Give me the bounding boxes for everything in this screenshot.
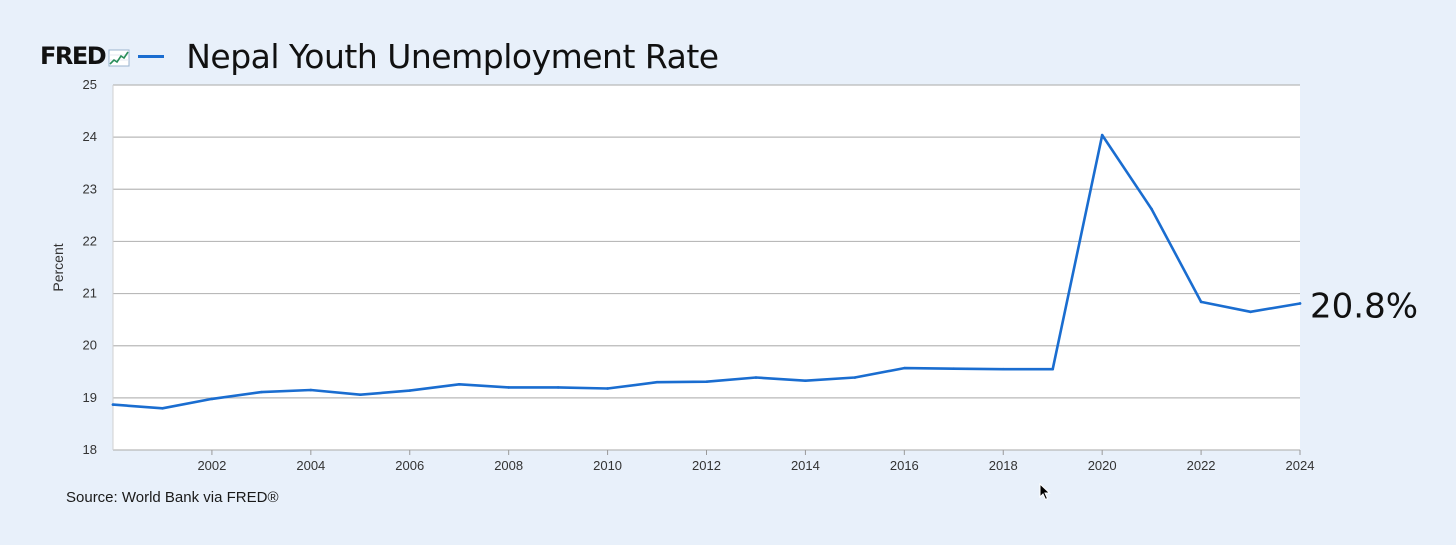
source-note: Source: World Bank via FRED® — [66, 489, 279, 506]
y-tick-label: 18 — [83, 442, 97, 457]
chart-title: Nepal Youth Unemployment Rate — [186, 36, 719, 76]
data-point — [1001, 367, 1005, 371]
data-point — [903, 366, 906, 370]
data-point — [952, 367, 956, 370]
data-point — [408, 389, 412, 392]
data-point — [655, 380, 659, 384]
series-legend-line — [138, 54, 165, 58]
x-tick-label: 2016 — [890, 458, 919, 473]
data-point — [1199, 300, 1203, 304]
y-axis-label: Percent — [50, 243, 66, 291]
mouse-cursor-icon — [1039, 483, 1051, 501]
data-point — [754, 376, 758, 379]
data-point — [1150, 207, 1153, 211]
x-tick-label: 2020 — [1088, 458, 1117, 473]
y-tick-label: 24 — [83, 129, 97, 144]
data-point — [457, 383, 461, 386]
data-point — [1051, 367, 1055, 371]
x-tick-label: 2022 — [1187, 458, 1216, 473]
data-point — [804, 379, 807, 382]
y-tick-label: 21 — [83, 286, 97, 301]
data-point — [210, 397, 214, 401]
line-chart-icon — [108, 49, 130, 67]
x-tick-label: 2024 — [1286, 458, 1315, 473]
x-tick-label: 2004 — [296, 458, 325, 473]
x-tick-label: 2008 — [494, 458, 523, 473]
last-value-label: 20.8% — [1310, 286, 1418, 326]
data-point — [507, 386, 510, 389]
data-point — [853, 376, 857, 379]
data-point — [309, 388, 313, 392]
y-tick-label: 19 — [83, 390, 97, 405]
data-point — [260, 390, 263, 394]
y-tick-label: 25 — [83, 77, 97, 92]
plot-area — [113, 85, 1300, 450]
x-tick-label: 2014 — [791, 458, 820, 473]
y-tick-label: 22 — [83, 233, 97, 248]
y-tick-label: 20 — [83, 338, 97, 353]
x-tick-label: 2012 — [692, 458, 721, 473]
data-point — [1249, 310, 1252, 314]
data-point — [111, 403, 115, 406]
fred-logo: FRED — [40, 42, 107, 70]
chart-header: FRED Nepal Youth Unemployment Rate — [40, 34, 719, 78]
x-tick-label: 2018 — [989, 458, 1018, 473]
data-point — [1100, 133, 1104, 137]
x-tick-label: 2006 — [395, 458, 424, 473]
data-point — [556, 386, 560, 389]
data-point — [358, 393, 362, 397]
data-point — [705, 380, 708, 383]
x-tick-label: 2002 — [197, 458, 226, 473]
y-tick-label: 23 — [83, 181, 97, 196]
data-point — [1298, 302, 1302, 305]
data-point — [161, 406, 164, 410]
data-point — [606, 387, 609, 390]
x-tick-label: 2010 — [593, 458, 622, 473]
